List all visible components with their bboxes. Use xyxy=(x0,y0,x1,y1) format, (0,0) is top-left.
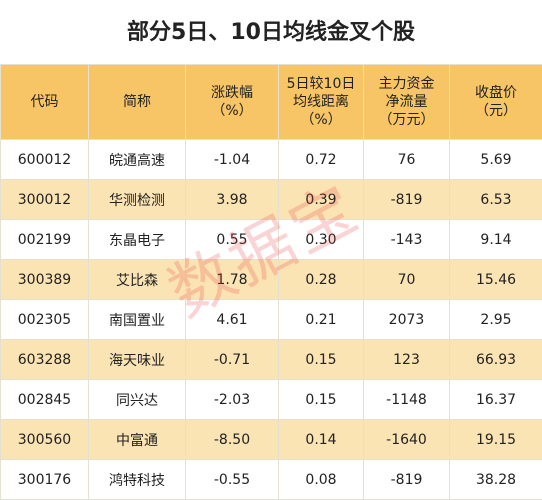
header-line: 收盘价 xyxy=(475,85,517,101)
table-row: 300560 中富通 -8.50 0.14 -1640 19.15 xyxy=(0,419,542,460)
table-cell: 华测检测 xyxy=(88,179,186,220)
table-cell: -819 xyxy=(363,459,450,500)
table-cell: 0.08 xyxy=(278,459,364,500)
table-cell: 002845 xyxy=(0,379,89,420)
table-cell: 16.37 xyxy=(449,379,542,420)
header-line: 均线距离 xyxy=(293,94,349,110)
table-cell: 002305 xyxy=(0,299,89,340)
table-cell: 15.46 xyxy=(449,259,542,300)
table-cell: 5.69 xyxy=(449,139,542,180)
header-line: 净流量 xyxy=(385,94,428,110)
table: 代码 简称 涨跌幅 （%） 5日较10日 均线距离 （%） 主力资金净流量 （万元） 收盘价 （元）… xyxy=(0,64,542,500)
table-row: 300176 鸿特科技 -0.55 0.08 -819 38.28 xyxy=(0,459,542,500)
title: 部分5日、10日均线金叉个股 xyxy=(127,20,415,45)
table-cell: 300560 xyxy=(0,419,89,460)
table-cell: 南国置业 xyxy=(88,299,186,340)
table-cell: 76 xyxy=(363,139,450,180)
table-cell: 603288 xyxy=(0,339,89,380)
header-cell: 代码 xyxy=(0,64,89,140)
table-cell: 海天味业 xyxy=(88,339,186,380)
table-cell: 3.98 xyxy=(185,179,279,220)
table-cell: 0.30 xyxy=(278,219,364,260)
table-cell: 38.28 xyxy=(449,459,542,500)
table-cell: 123 xyxy=(363,339,450,380)
table-row: 002845 同兴达 -2.03 0.15 -1148 16.37 xyxy=(0,379,542,420)
table-cell: -819 xyxy=(363,179,450,220)
table-body: 600012 皖通高速 -1.04 0.72 76 5.69 300012 华测检测 3.98 0… xyxy=(0,139,542,500)
table-cell: -0.55 xyxy=(185,459,279,500)
header-cell: 收盘价 （元） xyxy=(449,64,542,140)
table-row: 300389 艾比森 1.78 0.28 70 15.46 xyxy=(0,259,542,300)
table-cell: 9.14 xyxy=(449,219,542,260)
table-cell: 同兴达 xyxy=(88,379,186,420)
table-cell: 0.15 xyxy=(278,339,364,380)
header-line: 主力资金 xyxy=(378,76,435,92)
header-line: （%） xyxy=(300,112,342,128)
table-cell: 0.28 xyxy=(278,259,364,300)
table-cell: -8.50 xyxy=(185,419,279,460)
table-cell: 东晶电子 xyxy=(88,219,186,260)
table-cell: 鸿特科技 xyxy=(88,459,186,500)
header-line: 5日较10日 xyxy=(286,76,356,92)
header-line: （万元） xyxy=(378,112,435,128)
header-cell: 5日较10日 均线距离 （%） xyxy=(278,64,364,140)
table-cell: 0.14 xyxy=(278,419,364,460)
table-cell: 19.15 xyxy=(449,419,542,460)
table-cell: 300012 xyxy=(0,179,89,220)
table-row: 600012 皖通高速 -1.04 0.72 76 5.69 xyxy=(0,139,542,180)
header-line: 简称 xyxy=(123,94,151,110)
table-cell: 300389 xyxy=(0,259,89,300)
table-row: 002305 南国置业 4.61 0.21 2073 2.95 xyxy=(0,299,542,340)
table-cell: 0.21 xyxy=(278,299,364,340)
table-cell: 0.72 xyxy=(278,139,364,180)
table-cell: -1640 xyxy=(363,419,450,460)
header-row: 代码 简称 涨跌幅 （%） 5日较10日 均线距离 （%） 主力资金净流量 （万元） 收盘价 （元） xyxy=(0,64,542,140)
table-cell: -143 xyxy=(363,219,450,260)
table-cell: 1.78 xyxy=(185,259,279,300)
header-cell: 简称 xyxy=(88,64,186,140)
table-cell: 66.93 xyxy=(449,339,542,380)
table-cell: -1148 xyxy=(363,379,450,420)
table-cell: -1.04 xyxy=(185,139,279,180)
table-cell: 中富通 xyxy=(88,419,186,460)
table-cell: 0.39 xyxy=(278,179,364,220)
table-cell: 艾比森 xyxy=(88,259,186,300)
table-cell: 600012 xyxy=(0,139,89,180)
table-cell: 2073 xyxy=(363,299,450,340)
table-cell: 4.61 xyxy=(185,299,279,340)
table-cell: 2.95 xyxy=(449,299,542,340)
header-cell: 涨跌幅 （%） xyxy=(185,64,279,140)
table-cell: -2.03 xyxy=(185,379,279,420)
header-line: （%） xyxy=(211,103,253,119)
table-cell: 皖通高速 xyxy=(88,139,186,180)
table-row: 300012 华测检测 3.98 0.39 -819 6.53 xyxy=(0,179,542,220)
header-line: 代码 xyxy=(30,94,59,110)
table-cell: 70 xyxy=(363,259,450,300)
table-cell: 002199 xyxy=(0,219,89,260)
table-cell: 0.55 xyxy=(185,219,279,260)
header-cell: 主力资金净流量 （万元） xyxy=(363,64,450,140)
table-row: 603288 海天味业 -0.71 0.15 123 66.93 xyxy=(0,339,542,380)
table-cell: 6.53 xyxy=(449,179,542,220)
table-cell: 300176 xyxy=(0,459,89,500)
table-cell: 0.15 xyxy=(278,379,364,420)
header-line: （元） xyxy=(475,103,517,119)
table-cell: -0.71 xyxy=(185,339,279,380)
table-row: 002199 东晶电子 0.55 0.30 -143 9.14 xyxy=(0,219,542,260)
header-line: 涨跌幅 xyxy=(211,85,253,101)
